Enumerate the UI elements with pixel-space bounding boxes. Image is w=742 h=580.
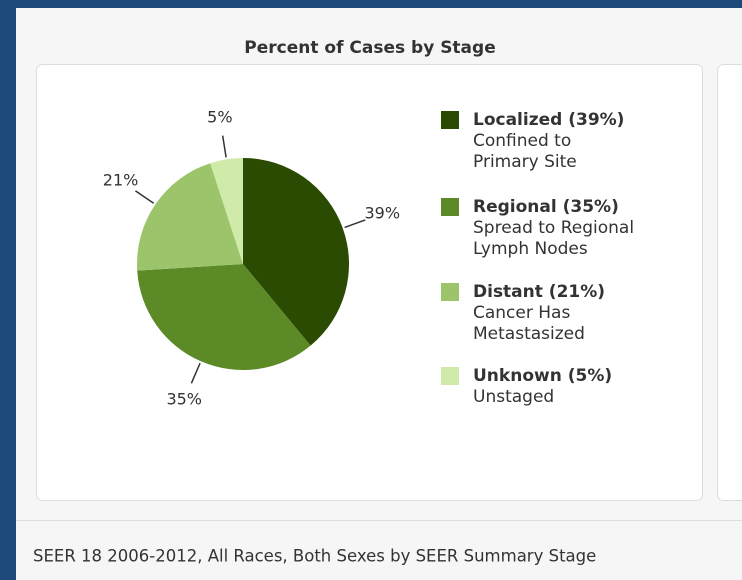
footer: SEER 18 2006-2012, All Races, Both Sexes… xyxy=(33,547,596,566)
data-label: 35% xyxy=(166,389,202,408)
legend-label: Unknown (5%) xyxy=(473,366,612,386)
pie-slice xyxy=(137,163,243,271)
legend-description: Metastasized xyxy=(473,324,585,344)
leader-line xyxy=(135,190,155,204)
legend-description: Unstaged xyxy=(473,387,554,407)
legend-swatch xyxy=(441,283,459,301)
legend-description: Cancer Has xyxy=(473,303,570,323)
chart-title: Percent of Cases by Stage xyxy=(244,38,495,58)
legend-label: Regional (35%) xyxy=(473,197,619,217)
legend-swatch xyxy=(441,367,459,385)
side-card xyxy=(717,64,742,501)
legend-swatch xyxy=(441,198,459,216)
leader-line xyxy=(344,219,366,229)
pie-slice xyxy=(137,264,311,370)
pie-slice xyxy=(243,157,350,346)
legend-description: Primary Site xyxy=(473,152,577,172)
leader-line xyxy=(221,135,227,158)
legend-swatch xyxy=(441,111,459,129)
data-label: 21% xyxy=(103,170,139,189)
legend-label: Distant (21%) xyxy=(473,282,605,302)
data-label: 39% xyxy=(364,203,400,222)
legend-description: Spread to Regional xyxy=(473,218,634,238)
leader-line xyxy=(190,362,201,384)
legend-description: Confined to xyxy=(473,131,571,151)
data-label: 5% xyxy=(207,107,232,126)
pie-slice xyxy=(210,158,243,264)
legend-description: Lymph Nodes xyxy=(473,239,588,259)
legend-label: Localized (39%) xyxy=(473,110,624,130)
